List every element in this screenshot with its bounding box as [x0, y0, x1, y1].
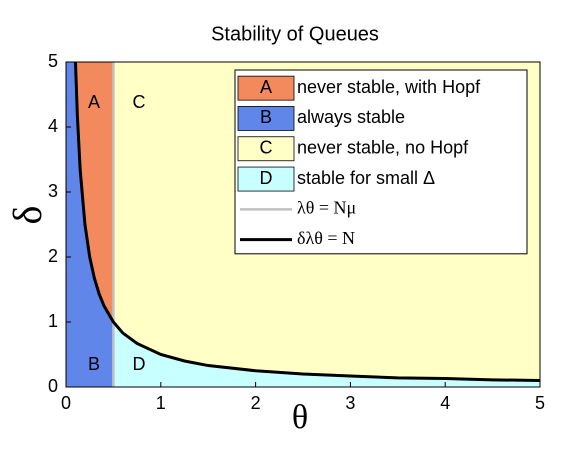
legend-swatch: [237, 166, 295, 192]
y-tick-label: 5: [48, 51, 58, 71]
x-tick-label: 4: [440, 393, 450, 413]
y-axis-label: δ: [5, 206, 50, 225]
series-line: [73, 62, 540, 382]
x-tick-label: 3: [345, 393, 355, 413]
legend-label: λθ = Nμ: [297, 197, 356, 217]
x-tick-label: 2: [251, 393, 261, 413]
legend-box: [234, 69, 528, 255]
x-tick-label: 1: [156, 393, 166, 413]
region: [113, 322, 540, 387]
region-label: B: [88, 354, 100, 374]
plot-frame: [65, 61, 541, 388]
legend-swatch: [237, 136, 295, 162]
legend-letter: C: [260, 138, 273, 158]
legend-label: never stable, no Hopf: [297, 138, 469, 158]
x-tick-label: 5: [535, 393, 545, 413]
region: [75, 62, 114, 322]
x-axis-label: θ: [292, 399, 308, 436]
y-tick-label: 4: [48, 116, 58, 136]
legend-label: stable for small Δ: [297, 168, 435, 188]
region-label: A: [88, 92, 100, 112]
legend-swatch: [237, 75, 295, 101]
legend-letter: B: [260, 107, 272, 127]
chart-title: Stability of Queues: [211, 23, 379, 45]
y-tick-label: 1: [48, 311, 58, 331]
legend-label: always stable: [297, 107, 405, 127]
region-label: D: [133, 354, 146, 374]
legend-label: never stable, with Hopf: [297, 77, 481, 97]
legend-swatch: [237, 106, 295, 131]
y-tick-label: 3: [48, 181, 58, 201]
x-tick-label: 0: [61, 393, 71, 413]
legend-letter: A: [260, 77, 272, 97]
y-tick-label: 2: [48, 246, 58, 266]
legend-letter: D: [260, 168, 273, 188]
region-label: C: [133, 92, 146, 112]
y-tick-label: 0: [48, 376, 58, 396]
legend-label: δλθ = N: [297, 228, 355, 248]
